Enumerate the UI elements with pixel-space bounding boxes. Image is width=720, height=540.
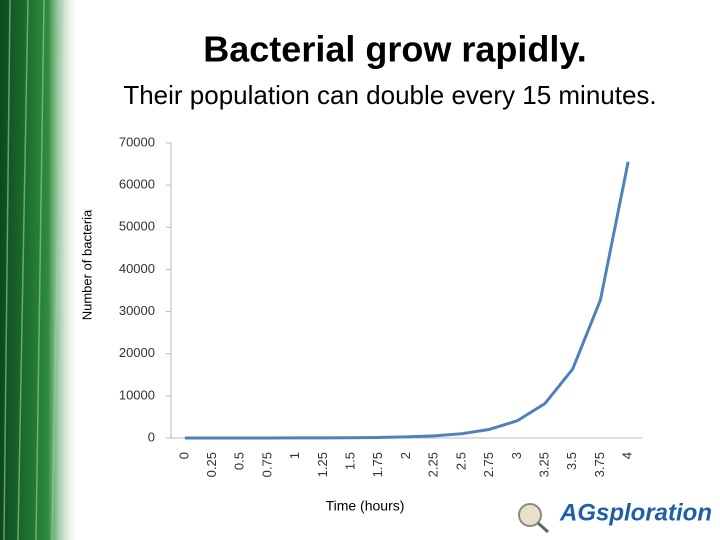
x-tick-label: 3 [509, 452, 524, 459]
logo-text: AGsploration [559, 499, 712, 526]
x-tick-label: 0 [176, 452, 191, 459]
x-tick-label: 4 [620, 452, 635, 459]
x-tick-label: 1.75 [370, 452, 385, 477]
x-tick-label: 2.75 [481, 452, 496, 477]
x-tick-label: 1 [287, 452, 302, 459]
logo: AGsploration [518, 499, 712, 534]
x-tick-label: 0.75 [259, 452, 274, 477]
y-tick-label: 30000 [119, 303, 155, 318]
x-tick-label: 1.25 [315, 452, 330, 477]
x-tick-label: 2 [398, 452, 413, 459]
x-tick-label: 3.75 [592, 452, 607, 477]
subtitle: Their population can double every 15 min… [123, 80, 656, 110]
x-tick-label: 3.25 [536, 452, 551, 477]
x-tick-label: 2.25 [426, 452, 441, 477]
title: Bacterial grow rapidly. [203, 29, 586, 70]
x-tick-label: 0.5 [232, 452, 247, 470]
y-axis-label: Number of bacteria [79, 209, 94, 320]
y-tick-label: 70000 [119, 134, 155, 149]
y-tick-label: 10000 [119, 387, 155, 402]
y-tick-label: 50000 [119, 219, 155, 234]
decoration [0, 0, 80, 540]
data-line [184, 161, 630, 440]
y-tick-label: 0 [148, 429, 155, 444]
x-tick-label: 0.25 [204, 452, 219, 477]
x-tick-label: 2.5 [453, 452, 468, 470]
y-tick-label: 20000 [119, 345, 155, 360]
x-tick-label: 3.5 [564, 452, 579, 470]
y-tick-label: 60000 [119, 177, 155, 192]
x-axis-label: Time (hours) [326, 498, 405, 514]
y-tick-label: 40000 [119, 261, 155, 276]
x-tick-label: 1.5 [343, 452, 358, 470]
